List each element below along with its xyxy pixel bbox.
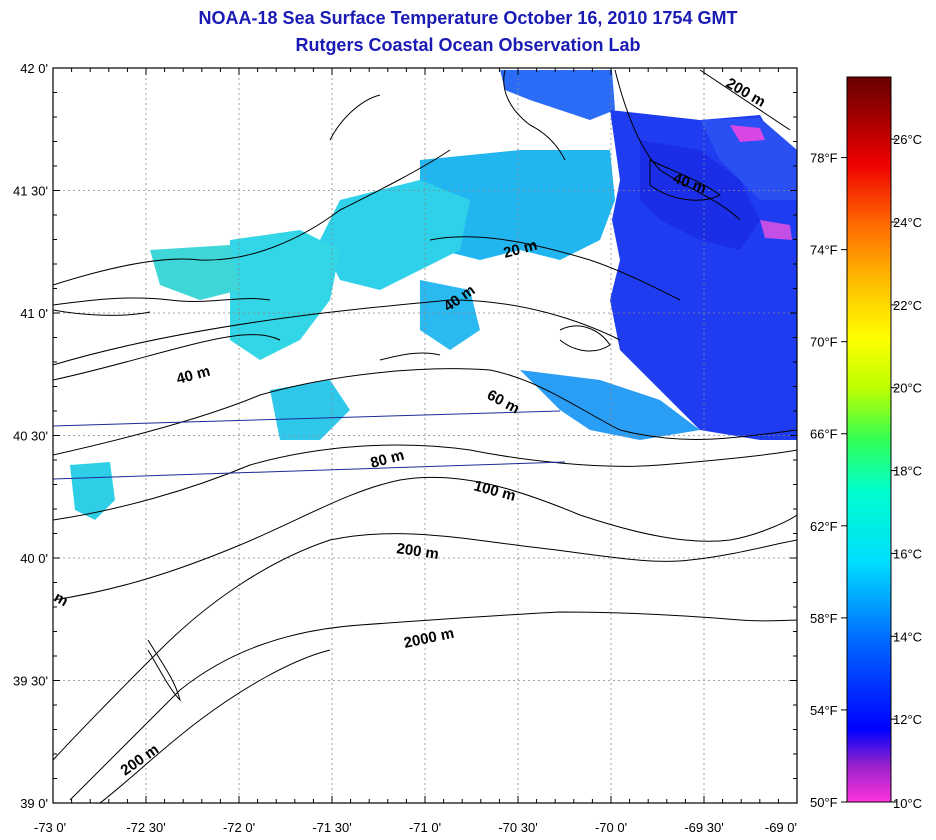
contour-label-200m: 200 m bbox=[395, 540, 439, 563]
celsius-label: 12°C bbox=[893, 712, 922, 727]
fahrenheit-label: 54°F bbox=[810, 703, 838, 718]
lat-tick-label: 39 0' bbox=[20, 796, 48, 811]
celsius-label: 22°C bbox=[893, 298, 922, 313]
lon-tick-label: -69 0' bbox=[765, 820, 797, 835]
bathymetry-contours bbox=[53, 69, 797, 803]
celsius-label: 18°C bbox=[893, 464, 922, 479]
lon-tick-label: -70 0' bbox=[595, 820, 627, 835]
lat-tick-label: 39 30' bbox=[13, 674, 48, 689]
coastline bbox=[53, 69, 741, 381]
fahrenheit-labels: 78°F 74°F 70°F 66°F 62°F 58°F 54°F 50°F bbox=[810, 151, 838, 810]
lon-tick-label: -70 30' bbox=[498, 820, 537, 835]
lon-tick-label: -72 0' bbox=[223, 820, 255, 835]
sst-data-layer bbox=[70, 70, 797, 520]
fahrenheit-label: 78°F bbox=[810, 151, 838, 166]
fahrenheit-label: 74°F bbox=[810, 243, 838, 258]
map-title: NOAA-18 Sea Surface Temperature October … bbox=[198, 8, 738, 28]
fahrenheit-label: 58°F bbox=[810, 611, 838, 626]
fahrenheit-label: 62°F bbox=[810, 519, 838, 534]
graticule bbox=[53, 68, 797, 803]
celsius-label: 26°C bbox=[893, 132, 922, 147]
celsius-label: 10°C bbox=[893, 796, 922, 811]
lat-tick-label: 40 30' bbox=[13, 429, 48, 444]
lon-tick-label: -72 30' bbox=[126, 820, 165, 835]
celsius-label: 16°C bbox=[893, 546, 922, 561]
lon-tick-label: -73 0' bbox=[34, 820, 66, 835]
celsius-label: 24°C bbox=[893, 215, 922, 230]
lon-tick-label: -69 30' bbox=[684, 820, 723, 835]
fahrenheit-label: 50°F bbox=[810, 795, 838, 810]
lon-tick-label: -71 30' bbox=[312, 820, 351, 835]
lon-tick-label: -71 0' bbox=[409, 820, 441, 835]
fahrenheit-label: 70°F bbox=[810, 335, 838, 350]
colorbar bbox=[846, 76, 892, 803]
fahrenheit-label: 66°F bbox=[810, 427, 838, 442]
map-subtitle: Rutgers Coastal Ocean Observation Lab bbox=[295, 35, 641, 55]
lat-tick-label: 40 0' bbox=[20, 551, 48, 566]
transect-lines bbox=[53, 410, 566, 480]
lat-tick-label: 41 0' bbox=[20, 306, 48, 321]
celsius-labels: 26°C 24°C 22°C 20°C 18°C 16°C 14°C 12°C 10°C bbox=[893, 132, 922, 811]
longitude-labels: -73 0' -72 30' -72 0' -71 30' -71 0' -70 30' -… bbox=[34, 820, 797, 835]
colorbar-ticks bbox=[841, 138, 897, 803]
axis-ticks bbox=[52, 67, 798, 804]
celsius-label: 20°C bbox=[893, 381, 922, 396]
latitude-labels: 42 0' 41 30' 41 0' 40 30' 40 0' 39 30' 39 0' bbox=[13, 61, 48, 811]
celsius-label: 14°C bbox=[893, 629, 922, 644]
lat-tick-label: 42 0' bbox=[20, 61, 48, 76]
lat-tick-label: 41 30' bbox=[13, 184, 48, 199]
